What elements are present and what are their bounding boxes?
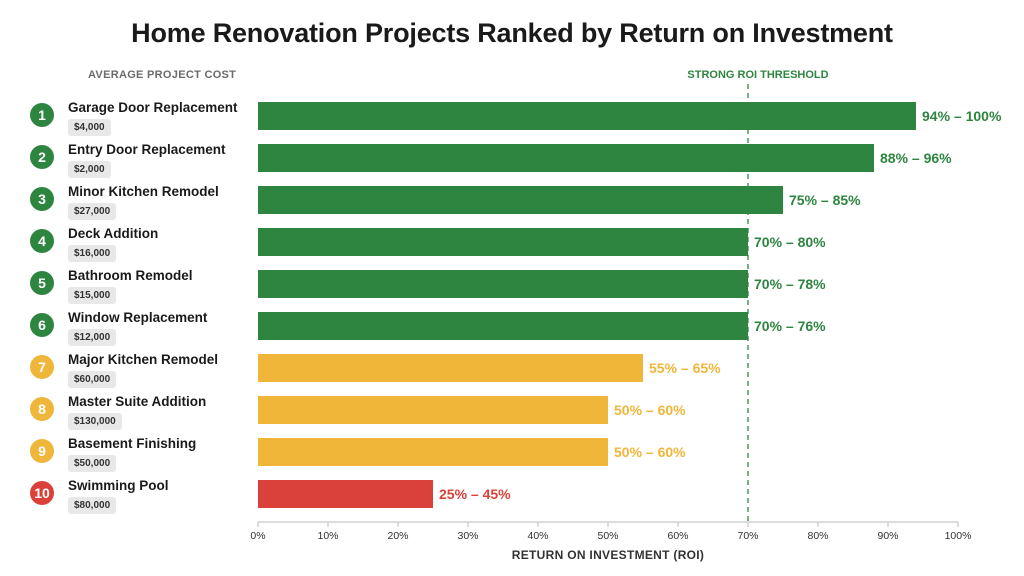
project-name: Entry Door Replacement — [68, 142, 226, 157]
project-cost-badge: $4,000 — [68, 119, 111, 136]
roi-bar — [258, 354, 643, 382]
project-name: Bathroom Remodel — [68, 268, 193, 283]
x-tick-label: 0% — [250, 530, 265, 542]
roi-bar — [258, 186, 783, 214]
project-cost-badge: $2,000 — [68, 161, 111, 178]
x-axis-title: RETURN ON INVESTMENT (ROI) — [511, 548, 705, 562]
threshold-label: STRONG ROI THRESHOLD — [687, 69, 828, 81]
project-row-label: 10 Swimming Pool $80,000 — [30, 478, 255, 520]
roi-bar — [258, 144, 874, 172]
roi-bar — [258, 438, 608, 466]
project-cost-badge: $27,000 — [68, 203, 117, 220]
x-tick-label: 20% — [387, 530, 408, 542]
project-cost-badge: $60,000 — [68, 371, 117, 388]
rank-badge: 4 — [30, 229, 54, 253]
roi-value-label: 70% – 78% — [754, 276, 826, 292]
project-name: Deck Addition — [68, 226, 159, 241]
roi-bar — [258, 228, 748, 256]
project-row-label: 5 Bathroom Remodel $15,000 — [30, 268, 255, 310]
x-tick-label: 30% — [457, 530, 478, 542]
project-cost-badge: $15,000 — [68, 287, 117, 304]
project-cost-badge: $16,000 — [68, 245, 117, 262]
chart-title: Home Renovation Projects Ranked by Retur… — [131, 18, 893, 48]
x-tick-label: 100% — [945, 530, 972, 542]
rank-badge: 5 — [30, 271, 54, 295]
roi-value-label: 55% – 65% — [649, 360, 721, 376]
project-name: Basement Finishing — [68, 436, 197, 451]
roi-value-label: 25% – 45% — [439, 486, 511, 502]
rank-badge: 9 — [30, 439, 54, 463]
x-tick-label: 40% — [527, 530, 548, 542]
project-name: Swimming Pool — [68, 478, 169, 493]
x-tick-label: 60% — [667, 530, 688, 542]
rank-badge: 2 — [30, 145, 54, 169]
roi-value-label: 70% – 76% — [754, 318, 826, 334]
project-row-label: 9 Basement Finishing $50,000 — [30, 436, 255, 478]
project-row-label: 2 Entry Door Replacement $2,000 — [30, 142, 255, 184]
project-cost-badge: $130,000 — [68, 413, 122, 430]
project-row-label: 8 Master Suite Addition $130,000 — [30, 394, 255, 436]
roi-value-label: 94% – 100% — [922, 108, 1002, 124]
roi-bar — [258, 102, 916, 130]
x-tick-label: 80% — [807, 530, 828, 542]
roi-bar — [258, 396, 608, 424]
project-cost-badge: $80,000 — [68, 497, 117, 514]
roi-value-label: 50% – 60% — [614, 444, 686, 460]
project-name: Minor Kitchen Remodel — [68, 184, 219, 199]
project-name: Window Replacement — [68, 310, 208, 325]
roi-bar — [258, 270, 748, 298]
project-row-label: 3 Minor Kitchen Remodel $27,000 — [30, 184, 255, 226]
average-cost-header: AVERAGE PROJECT COST — [88, 69, 237, 81]
x-tick-label: 10% — [317, 530, 338, 542]
roi-value-label: 70% – 80% — [754, 234, 826, 250]
x-tick-label: 90% — [877, 530, 898, 542]
roi-bar — [258, 312, 748, 340]
project-cost-badge: $12,000 — [68, 329, 117, 346]
roi-value-label: 50% – 60% — [614, 402, 686, 418]
roi-value-label: 75% – 85% — [789, 192, 861, 208]
project-row-label: 6 Window Replacement $12,000 — [30, 310, 255, 352]
rank-badge: 7 — [30, 355, 54, 379]
project-name: Master Suite Addition — [68, 394, 207, 409]
rank-badge: 8 — [30, 397, 54, 421]
rank-badge: 3 — [30, 187, 54, 211]
project-row-label: 4 Deck Addition $16,000 — [30, 226, 255, 268]
x-tick-label: 70% — [737, 530, 758, 542]
rank-badge: 1 — [30, 103, 54, 127]
project-cost-badge: $50,000 — [68, 455, 117, 472]
project-row-label: 1 Garage Door Replacement $4,000 — [30, 100, 255, 142]
roi-bar — [258, 480, 433, 508]
rank-badge: 6 — [30, 313, 54, 337]
rank-badge: 10 — [30, 481, 54, 505]
project-name: Major Kitchen Remodel — [68, 352, 219, 367]
roi-value-label: 88% – 96% — [880, 150, 952, 166]
project-name: Garage Door Replacement — [68, 100, 238, 115]
x-tick-label: 50% — [597, 530, 618, 542]
project-row-label: 7 Major Kitchen Remodel $60,000 — [30, 352, 255, 394]
